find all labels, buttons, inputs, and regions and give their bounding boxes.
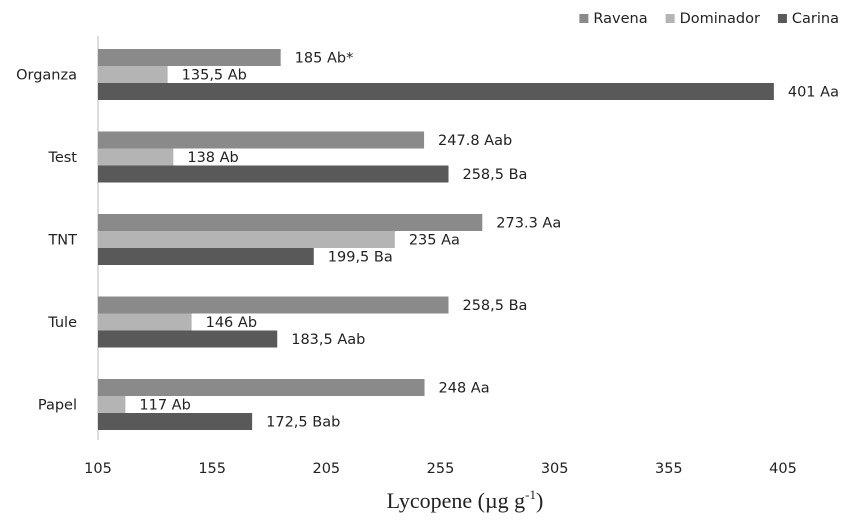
x-tick-label-6: 405 [769,461,797,477]
bars-group [98,49,774,430]
data-label-organza-ravena: 185 Ab* [295,51,354,67]
bar-tule-ravena [98,296,449,314]
bar-papel-ravena [98,379,425,396]
legend-swatch-dominador [665,14,675,23]
bar-organza-dominador [98,66,168,83]
data-label-test-carina: 258,5 Ba [462,167,527,183]
category-label-tnt: TNT [47,233,77,249]
legend-label-ravena: Ravena [593,11,647,27]
category-label-tule: Tule [47,315,77,331]
data-label-tnt-dominador: 235 Aa [409,233,460,249]
category-label-test: Test [47,150,77,166]
x-tick-label-2: 205 [312,461,340,477]
bar-tule-dominador [98,313,192,331]
x-axis-tick-labels: 105 155 205 255 305 355 405 [84,461,797,477]
x-axis-title-superscript: -1 [525,487,536,502]
x-tick-label-1: 155 [198,461,226,477]
data-label-tule-carina: 183,5 Aab [291,332,365,348]
data-labels-group: 185 Ab* 135,5 Ab 401 Aa 247.8 Aab 138 Ab 258,… [139,51,839,431]
bar-tule-carina [98,330,278,348]
category-label-organza: Organza [16,68,77,84]
data-label-tnt-carina: 199,5 Ba [328,250,393,266]
bar-test-dominador [98,148,174,166]
x-axis-title-close: ) [536,488,543,513]
legend-swatch-carina [777,14,787,23]
bar-organza-ravena [98,49,281,66]
category-label-papel: Papel [38,398,77,414]
bar-test-ravena [98,131,425,149]
data-label-test-dominador: 138 Ab [187,150,238,166]
category-axis-labels: Organza Test TNT Tule Papel [16,68,77,414]
data-label-papel-ravena: 248 Aa [439,381,490,397]
data-label-papel-carina: 172,5 Bab [266,415,340,431]
x-tick-label-4: 305 [541,461,569,477]
legend-label-dominador: Dominador [680,11,760,27]
x-tick-label-3: 255 [427,461,455,477]
data-label-organza-carina: 401 Aa [788,85,839,101]
x-tick-label-5: 355 [655,461,683,477]
x-tick-label-0: 105 [84,461,112,477]
legend-label-carina: Carina [792,11,839,27]
data-label-papel-dominador: 117 Ab [139,398,190,414]
data-label-tule-ravena: 258,5 Ba [462,298,527,314]
data-label-tnt-ravena: 273.3 Aa [496,216,561,232]
bar-organza-carina [98,83,774,100]
legend-swatch-ravena [579,14,589,23]
data-label-tule-dominador: 146 Ab [206,315,257,331]
x-axis-title-text: Lycopene (µg g [387,488,526,513]
bar-papel-dominador [98,396,126,413]
x-axis-title: Lycopene (µg g-1) [387,487,544,513]
legend: Carina Dominador Ravena [579,11,839,27]
bar-papel-carina [98,413,253,430]
bar-tnt-ravena [98,214,483,231]
data-label-test-ravena: 247.8 Aab [438,133,512,149]
bar-tnt-carina [98,248,314,265]
bar-test-carina [98,165,449,183]
bar-tnt-dominador [98,231,395,248]
data-label-organza-dominador: 135,5 Ab [182,68,247,84]
